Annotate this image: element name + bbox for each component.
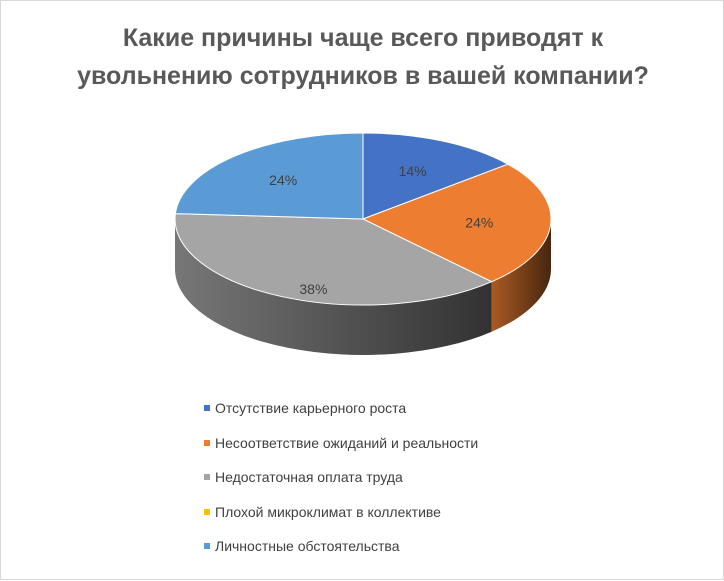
data-label: 24% (269, 172, 297, 188)
legend-item: Несоответствие ожиданий и реальности (204, 434, 624, 452)
legend-swatch (204, 543, 210, 549)
data-label: 38% (299, 281, 327, 297)
legend-item: Личностные обстоятельства (204, 537, 624, 555)
data-label: 14% (399, 163, 427, 179)
chart-legend: Отсутствие карьерного роста Несоответстви… (204, 399, 624, 572)
legend-label: Личностные обстоятельства (215, 538, 400, 554)
legend-label: Отсутствие карьерного роста (215, 400, 407, 416)
legend-item: Плохой микроклимат в коллективе (204, 503, 624, 521)
pie-slice (361, 163, 552, 283)
legend-label: Недостаточная оплата труда (215, 469, 403, 485)
data-label: 24% (465, 214, 493, 230)
chart-title: Какие причины чаще всего приводят к увол… (77, 24, 649, 90)
pie-slice-side (491, 219, 552, 332)
legend-label: Несоответствие ожиданий и реальности (215, 434, 479, 451)
legend-item: Отсутствие карьерного роста (204, 399, 624, 417)
legend-swatch (204, 439, 210, 446)
pie-slice (362, 132, 510, 220)
pie-slice (174, 213, 493, 306)
pie-slice (174, 132, 364, 220)
legend-swatch (204, 508, 210, 515)
pie-slice-side (175, 219, 492, 356)
legend-item: Недостаточная оплата труда (204, 468, 624, 486)
legend-swatch (204, 405, 210, 411)
legend-swatch (204, 474, 210, 480)
legend-label: Плохой микроклимат в коллективе (215, 503, 441, 520)
